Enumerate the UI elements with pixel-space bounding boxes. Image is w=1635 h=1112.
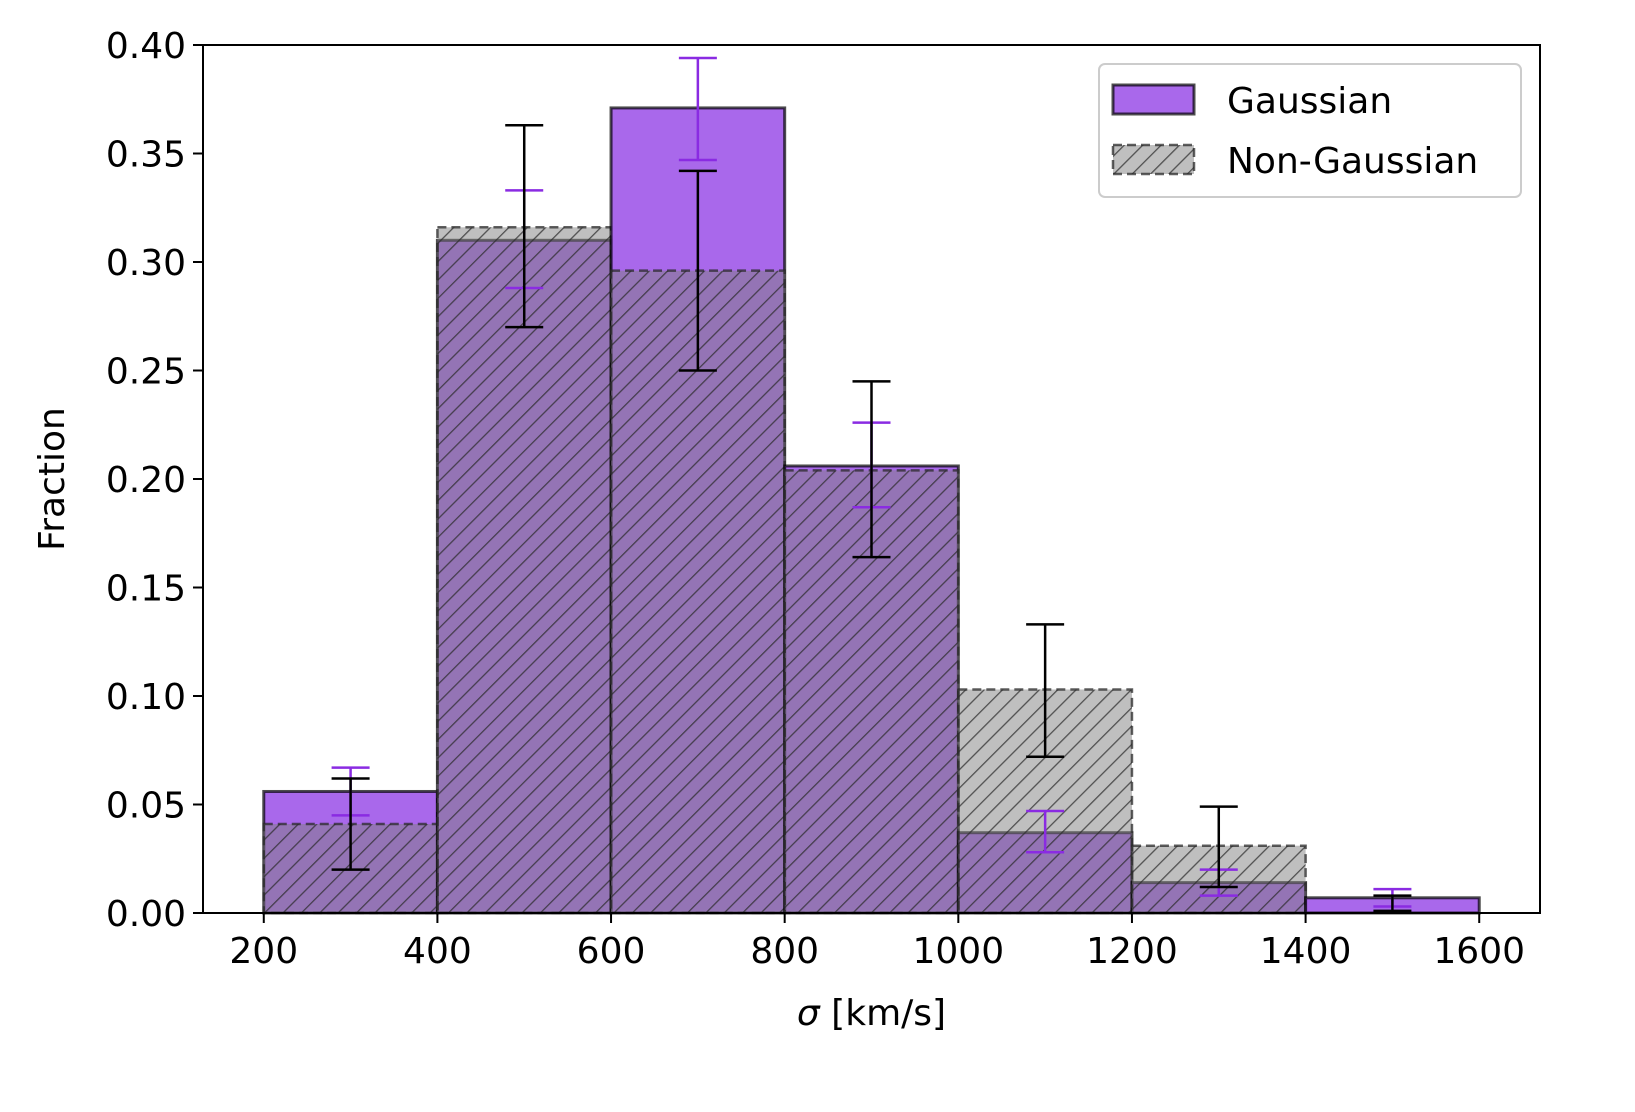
bar-non-gaussian-1 [436, 226, 613, 915]
legend-swatch-non-gaussian-hatch [1111, 143, 1196, 176]
y-axis-label: Fraction [32, 407, 73, 551]
y-tick-label-6: 0.30 [106, 243, 186, 284]
x-tick-label-800: 800 [750, 931, 819, 972]
y-tick-label-1: 0.05 [106, 786, 186, 827]
legend-label-non-gaussian: Non-Gaussian [1227, 141, 1478, 182]
legend: Gaussian Non-Gaussian [1098, 63, 1522, 198]
legend-label-gaussian: Gaussian [1227, 81, 1392, 122]
x-tick-label-200: 200 [229, 931, 298, 972]
y-tick-label-4: 0.20 [106, 460, 186, 501]
bars [262, 106, 1481, 915]
error-bars [331, 56, 1412, 913]
x-axis-label: σ [km/s] [797, 993, 946, 1034]
x-tick-label-1400: 1400 [1260, 931, 1352, 972]
y-tick-label-0: 0.00 [106, 894, 186, 935]
x-tick-label-600: 600 [577, 931, 646, 972]
bar-non-gaussian-2 [609, 269, 786, 915]
x-axis-label-symbol: σ [797, 993, 821, 1034]
x-axis-label-unit: [km/s] [820, 993, 946, 1034]
x-tick-label-1200: 1200 [1086, 931, 1178, 972]
x-axis-ticks: 200 400 600 800 1000 1200 1400 1600 [229, 913, 1525, 972]
y-tick-label-5: 0.25 [106, 352, 186, 393]
y-tick-label-7: 0.35 [106, 135, 186, 176]
x-tick-label-400: 400 [403, 931, 472, 972]
x-tick-label-1600: 1600 [1433, 931, 1525, 972]
y-axis-ticks: 0.00 0.05 0.10 0.15 0.20 0.25 0.30 0.35 0.40 [106, 26, 203, 935]
legend-swatch-gaussian [1111, 83, 1196, 116]
x-tick-label-1000: 1000 [913, 931, 1005, 972]
y-tick-label-2: 0.10 [106, 677, 186, 718]
y-tick-label-3: 0.15 [106, 569, 186, 610]
legend-box [1098, 63, 1522, 198]
y-tick-label-8: 0.40 [106, 26, 186, 67]
